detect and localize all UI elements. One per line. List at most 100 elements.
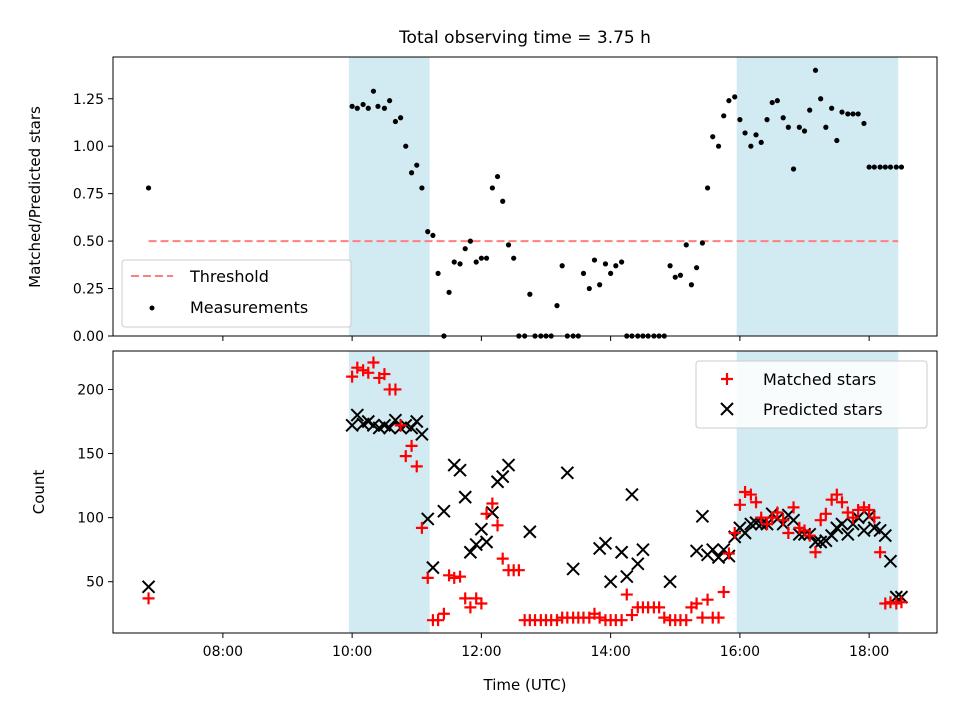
predicted-star-point — [625, 487, 639, 502]
measurement-point — [796, 124, 802, 130]
matched-star-point — [793, 521, 806, 534]
measurement-point — [408, 170, 415, 176]
matched-star-point — [846, 511, 859, 524]
measurement-point — [898, 164, 905, 170]
matched-star-point — [825, 493, 838, 506]
measurement-point — [446, 289, 452, 295]
measurement-point — [608, 270, 614, 276]
matched-star-point — [550, 614, 563, 627]
matched-star-point — [486, 497, 499, 510]
bottom-y-axis-label: Count — [30, 470, 48, 515]
matched-star-point — [367, 356, 380, 369]
matched-star-point — [766, 511, 779, 524]
measurement-point — [871, 164, 877, 170]
predicted-star-point — [614, 545, 629, 559]
matched-star-point — [593, 611, 606, 624]
measurement-point — [721, 113, 727, 119]
bottom-panel: 50 100 150 200 08:00 10:00 12:00 14:00 16:00 18:… — [30, 350, 938, 694]
measurement-point — [619, 259, 625, 265]
measurement-point — [850, 111, 856, 117]
predicted-star-point — [689, 544, 704, 558]
matched-star-point — [712, 611, 725, 624]
measurement-point — [349, 103, 355, 109]
measurement-point — [748, 143, 754, 149]
bottom-legend-box — [695, 360, 928, 429]
measurement-point — [451, 259, 457, 265]
measurement-point — [807, 107, 813, 113]
predicted-star-point — [862, 509, 876, 524]
predicted-star-point — [786, 513, 801, 527]
measurement-point — [834, 137, 840, 144]
measurement-point — [489, 185, 495, 191]
y-tick-label: 150 — [77, 447, 104, 463]
measurement-point — [354, 105, 360, 111]
measurement-point — [829, 105, 835, 111]
x-tick-label: 08:00 — [203, 644, 243, 660]
measurement-point — [602, 261, 609, 267]
predicted-star-point — [345, 418, 359, 433]
measurement-point — [467, 238, 473, 244]
matched-star-point — [879, 597, 892, 610]
predicted-star-point — [889, 590, 903, 604]
measurement-point — [774, 98, 780, 104]
measurement-point — [753, 132, 759, 138]
matched-star-point — [728, 527, 741, 540]
predicted-star-point — [469, 537, 483, 552]
matched-star-point — [512, 564, 525, 577]
measurement-point — [462, 246, 468, 252]
bottom-legend: Matched stars Predicted stars — [695, 360, 928, 429]
matched-star-point — [399, 450, 412, 463]
bottom-y-axis-ticks: 50 100 150 200 — [77, 382, 113, 591]
measurement-point — [855, 111, 861, 117]
matched-star-point — [884, 596, 897, 609]
measurement-point — [823, 124, 829, 130]
matched-star-point — [615, 614, 628, 627]
top-shaded-regions — [348, 57, 899, 336]
matched-star-point — [437, 607, 450, 620]
matched-star-point — [389, 383, 402, 396]
measurement-point — [688, 282, 695, 288]
matched-star-point — [890, 597, 903, 610]
predicted-star-point — [841, 527, 855, 542]
predicted-star-point — [410, 414, 424, 429]
matched-star-point — [653, 601, 666, 614]
measurement-point — [430, 232, 436, 239]
predicted-star-point — [560, 466, 575, 480]
measurement-point — [365, 105, 371, 111]
measurement-point — [699, 240, 706, 246]
predicted-star-point — [883, 554, 898, 568]
predicted-star-point — [835, 517, 849, 531]
predicted-star-point — [141, 580, 156, 594]
matched-star-point — [809, 546, 822, 559]
predicted-star-point — [350, 408, 364, 422]
predicted-star-point — [485, 505, 500, 520]
matched-star-point — [620, 588, 633, 601]
legend-measurements-label: Measurements — [190, 298, 308, 317]
predicted-star-point — [474, 522, 489, 536]
measurement-point — [780, 115, 786, 121]
y-tick-label: 1.25 — [73, 92, 104, 108]
measurement-point — [397, 115, 404, 121]
predicted-star-point — [458, 490, 472, 504]
y-tick-label: 200 — [77, 382, 104, 398]
matched-star-point — [475, 597, 488, 610]
predicted-star-point — [495, 469, 510, 484]
matched-star-point — [448, 571, 461, 584]
predicted-star-point — [636, 542, 650, 557]
measurement-point — [435, 270, 441, 276]
measurement-point — [769, 99, 775, 106]
top-x-axis-ticks — [222, 336, 870, 341]
bottom-x-axis-ticks: 08:00 10:00 12:00 14:00 16:00 18:00 — [203, 633, 889, 660]
measurement-point — [758, 139, 764, 146]
predicted-star-point — [453, 463, 467, 477]
matched-star-point — [496, 552, 509, 565]
measurement-point — [845, 111, 851, 117]
x-axis-label: Time (UTC) — [483, 676, 567, 694]
y-tick-label: 0.50 — [73, 234, 104, 250]
matched-star-point — [803, 529, 816, 542]
matched-star-point — [852, 503, 865, 516]
y-tick-label: 50 — [86, 575, 104, 591]
x-tick-label: 18:00 — [849, 644, 889, 660]
measurement-point — [494, 173, 501, 180]
